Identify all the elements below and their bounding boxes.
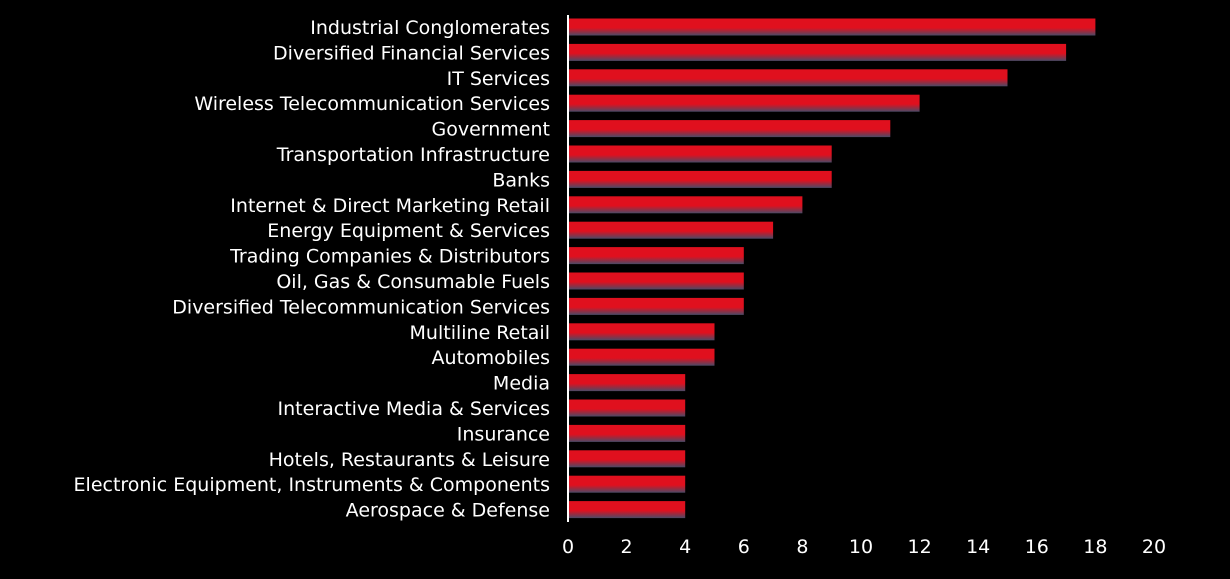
category-label: Electronic Equipment, Instruments & Comp…: [74, 474, 550, 496]
category-label: Industrial Conglomerates: [310, 17, 550, 39]
category-label: Banks: [492, 169, 550, 191]
category-label: Wireless Telecommunication Services: [194, 93, 550, 115]
category-label: Internet & Direct Marketing Retail: [230, 195, 550, 217]
x-tick-label: 18: [1083, 536, 1107, 558]
x-tick-label: 20: [1142, 536, 1166, 558]
category-label: Insurance: [457, 423, 550, 445]
bar: [568, 424, 686, 442]
bar: [568, 145, 832, 163]
category-label: Oil, Gas & Consumable Fuels: [276, 271, 550, 293]
bar: [568, 348, 715, 366]
x-tick-label: 8: [796, 536, 808, 558]
bar: [568, 450, 686, 468]
bar: [568, 272, 744, 290]
bar: [568, 297, 744, 315]
x-tick-label: 14: [966, 536, 990, 558]
category-label: Interactive Media & Services: [278, 398, 550, 420]
category-label: Diversified Financial Services: [273, 42, 550, 64]
bar: [568, 221, 774, 239]
category-label: IT Services: [447, 68, 550, 90]
x-tick-label: 16: [1025, 536, 1049, 558]
category-label: Transportation Infrastructure: [276, 144, 550, 166]
bar: [568, 501, 686, 519]
x-tick-label: 10: [849, 536, 873, 558]
x-tick-label: 0: [562, 536, 574, 558]
x-tick-label: 12: [908, 536, 932, 558]
bar: [568, 18, 1096, 36]
bar: [568, 170, 832, 188]
bar: [568, 69, 1008, 87]
bar: [568, 247, 744, 265]
bar: [568, 399, 686, 417]
bar: [568, 374, 686, 392]
category-label: Hotels, Restaurants & Leisure: [269, 449, 550, 471]
bar: [568, 323, 715, 341]
category-label: Automobiles: [432, 347, 550, 369]
category-label: Government: [432, 119, 551, 141]
bar: [568, 196, 803, 214]
category-label: Trading Companies & Distributors: [229, 246, 550, 268]
bar: [568, 43, 1067, 61]
x-tick-label: 4: [679, 536, 691, 558]
x-tick-label: 6: [738, 536, 750, 558]
category-label: Media: [493, 373, 550, 395]
category-label: Energy Equipment & Services: [267, 220, 550, 242]
bar: [568, 475, 686, 493]
bar: [568, 94, 920, 112]
bar: [568, 120, 891, 138]
x-tick-label: 2: [621, 536, 633, 558]
category-label: Aerospace & Defense: [346, 500, 550, 522]
category-label: Multiline Retail: [410, 322, 550, 344]
category-label: Diversified Telecommunication Services: [172, 296, 550, 318]
